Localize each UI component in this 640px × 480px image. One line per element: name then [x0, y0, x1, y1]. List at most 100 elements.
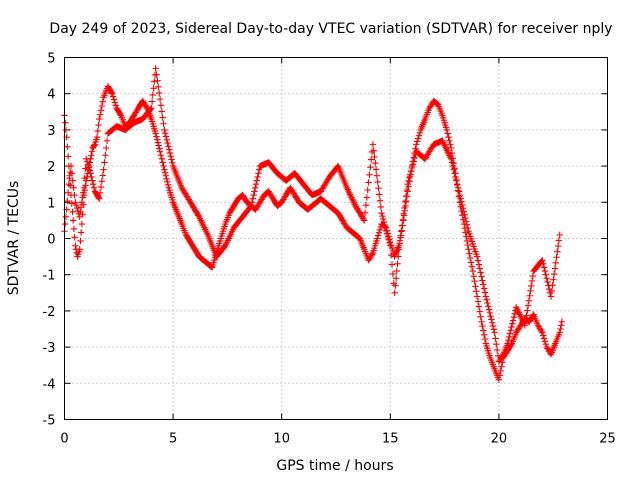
- data-point: [117, 111, 124, 118]
- data-point: [461, 211, 468, 219]
- data-point: [164, 181, 172, 189]
- data-point: [158, 155, 166, 163]
- data-point: [371, 153, 378, 161]
- data-point: [163, 136, 170, 143]
- data-point: [528, 282, 535, 290]
- data-point: [462, 214, 469, 222]
- data-point: [544, 278, 551, 286]
- data-point: [529, 272, 537, 280]
- data-point: [95, 121, 102, 129]
- data-point: [387, 251, 395, 259]
- data-point: [490, 326, 497, 333]
- data-point: [506, 330, 514, 337]
- data-point: [73, 201, 80, 209]
- data-point: [444, 130, 451, 137]
- data-point: [447, 144, 455, 152]
- data-point: [93, 133, 101, 141]
- data-point: [360, 215, 367, 223]
- data-point: [549, 282, 556, 289]
- data-point: [556, 329, 563, 336]
- data-point: [162, 172, 170, 179]
- data-point: [480, 281, 487, 288]
- data-point: [169, 159, 176, 167]
- chart-title: Day 249 of 2023, Sidereal Day-to-day VTE…: [49, 21, 612, 37]
- data-point: [455, 188, 463, 195]
- data-point: [409, 161, 417, 168]
- data-point: [540, 264, 548, 271]
- data-point: [540, 335, 548, 342]
- data-point: [552, 259, 559, 267]
- data-point: [154, 77, 161, 84]
- data-point: [474, 257, 482, 264]
- data-point: [248, 199, 256, 206]
- data-point: [161, 126, 168, 134]
- data-point: [398, 222, 406, 229]
- data-point: [404, 188, 411, 195]
- x-tick-label: 0: [60, 432, 68, 447]
- data-point: [157, 152, 165, 159]
- data-point: [539, 257, 546, 264]
- data-point: [83, 158, 91, 165]
- data-point: [447, 155, 455, 163]
- y-tick-label: 0: [47, 233, 55, 248]
- data-point: [68, 170, 76, 177]
- data-point: [64, 153, 72, 160]
- data-point: [460, 208, 467, 215]
- data-point: [402, 198, 409, 206]
- data-point: [374, 232, 382, 239]
- data-point: [161, 166, 168, 173]
- data-point: [453, 181, 461, 188]
- data-point: [77, 203, 85, 211]
- data-point: [411, 154, 418, 162]
- data-point: [82, 165, 89, 172]
- data-point: [156, 95, 164, 103]
- data-point: [111, 99, 119, 106]
- data-point: [498, 363, 505, 370]
- data-point: [96, 195, 103, 202]
- y-tick-label: 4: [47, 88, 55, 103]
- data-point: [64, 197, 71, 205]
- x-axis-label: GPS time / hours: [276, 458, 393, 474]
- data-point: [168, 156, 175, 163]
- data-point: [376, 226, 384, 234]
- plot-area: [61, 65, 566, 383]
- data-point: [167, 153, 174, 160]
- data-point: [64, 143, 71, 150]
- data-point: [386, 239, 393, 246]
- data-point: [369, 141, 377, 148]
- data-point: [408, 164, 416, 172]
- data-point: [473, 293, 481, 300]
- data-point: [543, 275, 550, 282]
- data-point: [367, 156, 375, 163]
- data-point: [457, 195, 464, 202]
- y-tick-label: -1: [43, 269, 56, 284]
- data-point: [361, 217, 368, 224]
- data-point: [475, 303, 483, 310]
- y-tick-label: -2: [43, 305, 56, 320]
- data-point: [67, 168, 74, 176]
- data-point: [162, 133, 170, 140]
- data-point: [528, 277, 536, 285]
- data-point: [376, 197, 384, 204]
- data-point: [62, 119, 69, 126]
- data-point: [164, 139, 171, 147]
- data-point: [478, 273, 485, 280]
- data-point: [473, 288, 480, 295]
- data-point: [376, 191, 383, 198]
- data-point: [401, 204, 408, 212]
- data-point: [249, 195, 257, 202]
- data-point: [156, 145, 163, 152]
- y-tick-label: 1: [47, 196, 55, 211]
- data-point: [540, 332, 547, 339]
- data-point: [542, 271, 550, 278]
- data-point: [103, 144, 110, 152]
- series-secondary: [61, 65, 563, 365]
- data-point: [555, 237, 563, 244]
- data-point: [445, 133, 452, 141]
- data-point: [493, 346, 501, 354]
- data-point: [491, 329, 498, 336]
- data-point: [94, 127, 102, 135]
- data-point: [248, 202, 255, 210]
- data-point: [392, 275, 400, 282]
